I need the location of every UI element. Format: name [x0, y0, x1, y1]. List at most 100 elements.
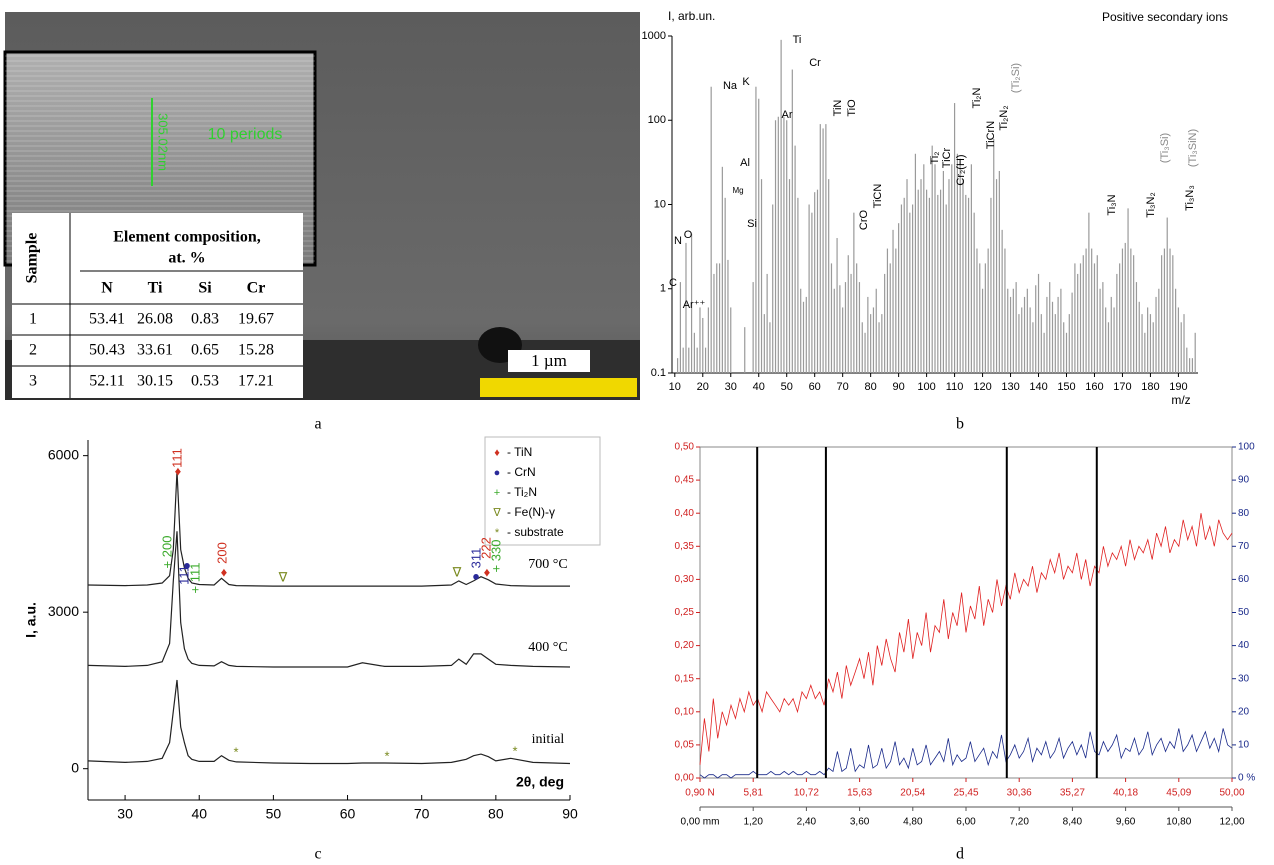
table-cell: 52.11 [89, 373, 124, 390]
peak-annotation: ● [472, 568, 480, 583]
x-tick-label: 130 [1001, 381, 1019, 393]
bar [1096, 255, 1098, 373]
bar [967, 197, 970, 373]
peak-annotation: ∇ [452, 564, 462, 579]
bar [1107, 322, 1110, 373]
bar [1068, 314, 1070, 373]
bar [895, 248, 897, 373]
peak-label: TiO [846, 99, 858, 117]
bar [690, 233, 693, 373]
y-axis-title: I, arb.un. [668, 9, 715, 23]
caption: a [314, 416, 321, 433]
bar [1051, 301, 1054, 373]
x-tick-label: 30 [117, 806, 133, 822]
table-cell: 2 [29, 342, 37, 359]
bar [713, 273, 715, 373]
bar [676, 358, 679, 373]
bar [1001, 229, 1003, 373]
peak-label: (Ti₃SiN) [1187, 129, 1199, 167]
bar [819, 124, 821, 373]
peak-label: Si [747, 218, 757, 230]
chart-title: Positive secondary ions [1102, 10, 1228, 24]
bar [1116, 273, 1118, 373]
bar [864, 332, 866, 373]
x2-tick-label: 15,63 [847, 788, 872, 799]
xrd-line [87, 471, 570, 587]
bar [1119, 263, 1121, 373]
x-tick-label: 40 [191, 806, 207, 822]
peak-annotation: 111 [169, 448, 184, 468]
y-tick-label: 0,20 [675, 640, 695, 651]
bar [886, 248, 889, 373]
peak-annotation: * [512, 743, 517, 758]
bar [856, 263, 858, 373]
bar [945, 204, 947, 373]
series-label: 700 °C [528, 557, 567, 572]
x-tick-label: 50 [266, 806, 282, 822]
x-tick-label: 0,00 mm [681, 817, 720, 828]
bar [981, 288, 984, 373]
bar [1065, 332, 1068, 373]
bar [1099, 288, 1101, 373]
x2-tick-label: 25,45 [953, 788, 978, 799]
bar [1105, 307, 1107, 373]
xrd-line [87, 679, 571, 765]
x2-tick-label: 10,72 [794, 788, 819, 799]
bar [906, 179, 908, 373]
bar [923, 164, 925, 373]
bar [1183, 314, 1185, 373]
bar [903, 197, 905, 373]
bar [1060, 288, 1062, 373]
bar [1021, 307, 1023, 373]
peak-annotation: + 111 [187, 563, 202, 594]
bar [1166, 217, 1168, 373]
bar [808, 204, 810, 373]
table-cell: 1 [29, 311, 37, 328]
x2-tick-label: 45,09 [1166, 788, 1191, 799]
x-tick-label: 60 [809, 381, 821, 393]
bar [791, 69, 793, 374]
x2-tick-label: 50,00 [1219, 788, 1244, 799]
bar [920, 179, 922, 373]
bar [1079, 263, 1082, 373]
bar [995, 179, 998, 373]
bar [836, 238, 838, 373]
y-tick-label: 0.1 [651, 367, 666, 379]
column-header: Si [198, 280, 212, 297]
peak-annotation: ♦ [484, 564, 491, 579]
bar [1175, 288, 1177, 373]
bar [973, 212, 975, 373]
table-cell: 30.15 [137, 373, 173, 390]
bar [909, 212, 911, 373]
table-header: at. % [168, 250, 205, 267]
peak-label: Ti₂N [971, 87, 983, 108]
bar [1085, 248, 1087, 373]
bar [872, 307, 875, 373]
bar [984, 263, 986, 373]
bar [802, 301, 805, 373]
bar [979, 263, 981, 373]
column-header: N [101, 280, 113, 297]
peak-annotation: 200 [214, 542, 229, 564]
x2-tick-label: 0,90 N [685, 788, 714, 799]
bar [990, 197, 992, 373]
bar [993, 138, 995, 373]
y-tick-label: 0,25 [675, 607, 695, 618]
peak-annotation: ● [183, 557, 191, 572]
table-cell: 0.83 [191, 311, 219, 328]
bar [917, 189, 919, 373]
bar [948, 179, 950, 373]
series-label: 400 °C [528, 640, 567, 655]
peak-annotation: + 330 [488, 540, 503, 573]
x-axis-title: 2θ, deg [516, 774, 564, 790]
bar [814, 192, 816, 373]
table-cell: 53.41 [89, 311, 125, 328]
bar [696, 347, 698, 373]
bar [858, 282, 861, 373]
bar [875, 288, 877, 373]
bar [679, 282, 681, 373]
column-header: Ti [148, 280, 163, 297]
bar [1149, 314, 1152, 373]
legend-label: - TiN [507, 445, 532, 459]
bar [1141, 314, 1143, 373]
